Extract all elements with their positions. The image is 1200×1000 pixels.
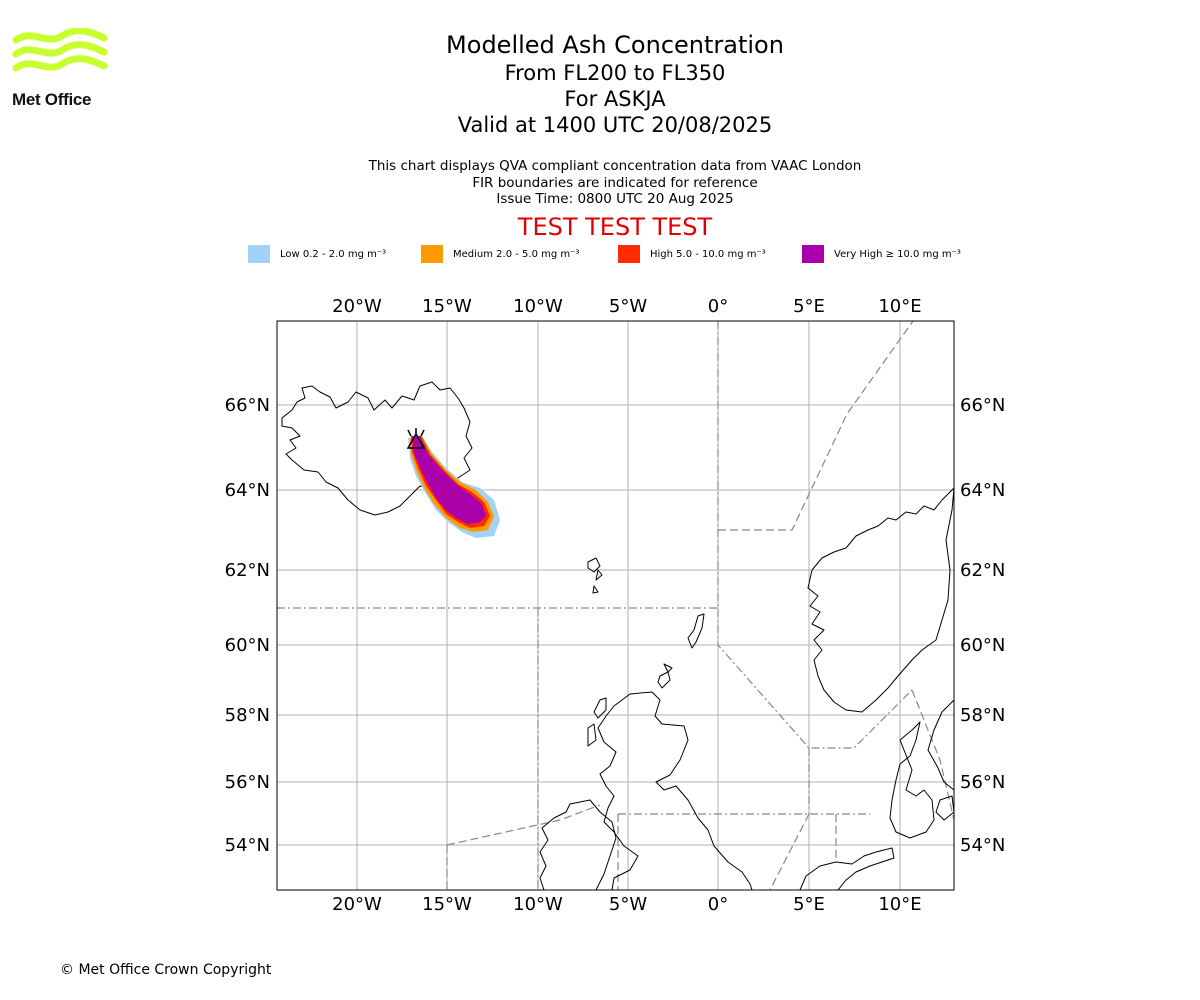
lat-label-left-60n: 60°N [225, 635, 270, 656]
coastline-hebrides [587, 697, 607, 747]
coastline-great-britain [597, 691, 753, 890]
coastline-shetland [687, 613, 705, 649]
coastline-faroes [587, 557, 603, 594]
legend-swatch-medium [421, 245, 443, 263]
legend-item-medium: Medium 2.0 - 5.0 mg m⁻³ [421, 244, 579, 264]
coastline-danish-islands [935, 795, 954, 821]
lon-label-bottom-0: 0° [708, 894, 728, 915]
volcano-title: For ASKJA [564, 87, 666, 111]
lon-label-top-5w: 5°W [609, 296, 647, 317]
chart-subtitles: This chart displays QVA compliant concen… [315, 158, 915, 208]
lat-labels-left: 66°N 64°N 62°N 60°N 58°N 56°N 54°N [225, 395, 270, 856]
volcano-marker [406, 428, 426, 449]
fir-boundary-denmark [911, 689, 954, 821]
legend-label-medium: Medium 2.0 - 5.0 mg m⁻³ [453, 248, 580, 260]
lat-label-right-64n: 64°N [960, 480, 1005, 501]
coastline-sweden [927, 699, 954, 791]
legend-item-very-high: Very High ≥ 10.0 mg m⁻³ [802, 244, 961, 264]
lon-label-top-15w: 15°W [422, 296, 472, 317]
legend-swatch-low [248, 245, 270, 263]
fir-boundaries [277, 321, 954, 890]
lat-label-right-56n: 56°N [960, 772, 1005, 793]
fir-boundary-uk-south [618, 748, 870, 815]
legend-item-low: Low 0.2 - 2.0 mg m⁻³ [248, 244, 386, 264]
fir-boundary-dutch [769, 813, 837, 890]
subtitle-qva: This chart displays QVA compliant concen… [368, 158, 862, 174]
subtitle-issue-time: Issue Time: 0800 UTC 20 Aug 2025 [496, 191, 734, 207]
coastline-iceland [281, 381, 473, 516]
lon-label-bottom-10e: 10°E [878, 894, 921, 915]
lat-label-right-66n: 66°N [960, 395, 1005, 416]
lon-label-bottom-15w: 15°W [422, 894, 472, 915]
lon-label-bottom-5w: 5°W [609, 894, 647, 915]
lon-label-top-20w: 20°W [332, 296, 382, 317]
map-frame [276, 320, 955, 891]
legend-label-low: Low 0.2 - 2.0 mg m⁻³ [280, 248, 387, 260]
fir-boundary-irish [446, 804, 601, 890]
subtitle-fir: FIR boundaries are indicated for referen… [472, 174, 758, 191]
fir-boundary-scottish [717, 321, 913, 749]
lon-label-top-0: 0° [708, 296, 728, 317]
coastline-orkney [657, 663, 673, 689]
met-office-logo-text: Met Office [12, 90, 92, 109]
lat-label-left-54n: 54°N [225, 835, 270, 856]
copyright-notice: © Met Office Crown Copyright [60, 962, 272, 978]
lat-label-right-58n: 58°N [960, 705, 1005, 726]
lat-label-left-62n: 62°N [225, 560, 270, 581]
fir-boundary-norway-north [718, 321, 914, 531]
lon-label-bottom-5e: 5°E [793, 894, 825, 915]
lat-label-right-54n: 54°N [960, 835, 1005, 856]
lon-label-top-10w: 10°W [513, 296, 563, 317]
lat-label-left-64n: 64°N [225, 480, 270, 501]
lon-label-bottom-20w: 20°W [332, 894, 382, 915]
lon-label-bottom-10w: 10°W [513, 894, 563, 915]
lat-label-right-60n: 60°N [960, 635, 1005, 656]
coastline-ireland [539, 799, 617, 890]
test-banner: TEST TEST TEST [517, 213, 713, 241]
map-gridlines [277, 321, 954, 890]
valid-time-title: Valid at 1400 UTC 20/08/2025 [457, 113, 773, 137]
lat-label-left-66n: 66°N [225, 395, 270, 416]
legend-swatch-very-high [802, 245, 824, 263]
chart-title: Modelled Ash Concentration [446, 31, 784, 59]
coastline-denmark [889, 721, 935, 839]
lon-label-top-10e: 10°E [878, 296, 921, 317]
flight-level-title: From FL200 to FL350 [504, 61, 726, 85]
ash-plume [408, 436, 500, 538]
coastline-norway [807, 487, 954, 713]
lon-label-top-5e: 5°E [793, 296, 825, 317]
legend-label-very-high: Very High ≥ 10.0 mg m⁻³ [834, 248, 961, 260]
legend-label-high: High 5.0 - 10.0 mg m⁻³ [650, 248, 766, 260]
met-office-logo-waves [12, 27, 108, 72]
lon-labels-bottom: 20°W 15°W 10°W 5°W 0° 5°E 10°E [332, 894, 921, 915]
coastlines [281, 381, 954, 890]
legend-swatch-high [618, 245, 640, 263]
chart-titles: Modelled Ash Concentration From FL200 to… [315, 30, 915, 138]
lat-label-left-56n: 56°N [225, 772, 270, 793]
lat-label-right-62n: 62°N [960, 560, 1005, 581]
lat-labels-right: 66°N 64°N 62°N 60°N 58°N 56°N 54°N [960, 395, 1005, 856]
lon-labels-top: 20°W 15°W 10°W 5°W 0° 5°E 10°E [332, 296, 921, 317]
lat-label-left-58n: 58°N [225, 705, 270, 726]
coastline-germany-netherlands [799, 847, 895, 890]
ash-plume-very-high [412, 436, 486, 524]
met-office-logo: Met Office [12, 27, 112, 113]
legend-item-high: High 5.0 - 10.0 mg m⁻³ [618, 244, 766, 264]
